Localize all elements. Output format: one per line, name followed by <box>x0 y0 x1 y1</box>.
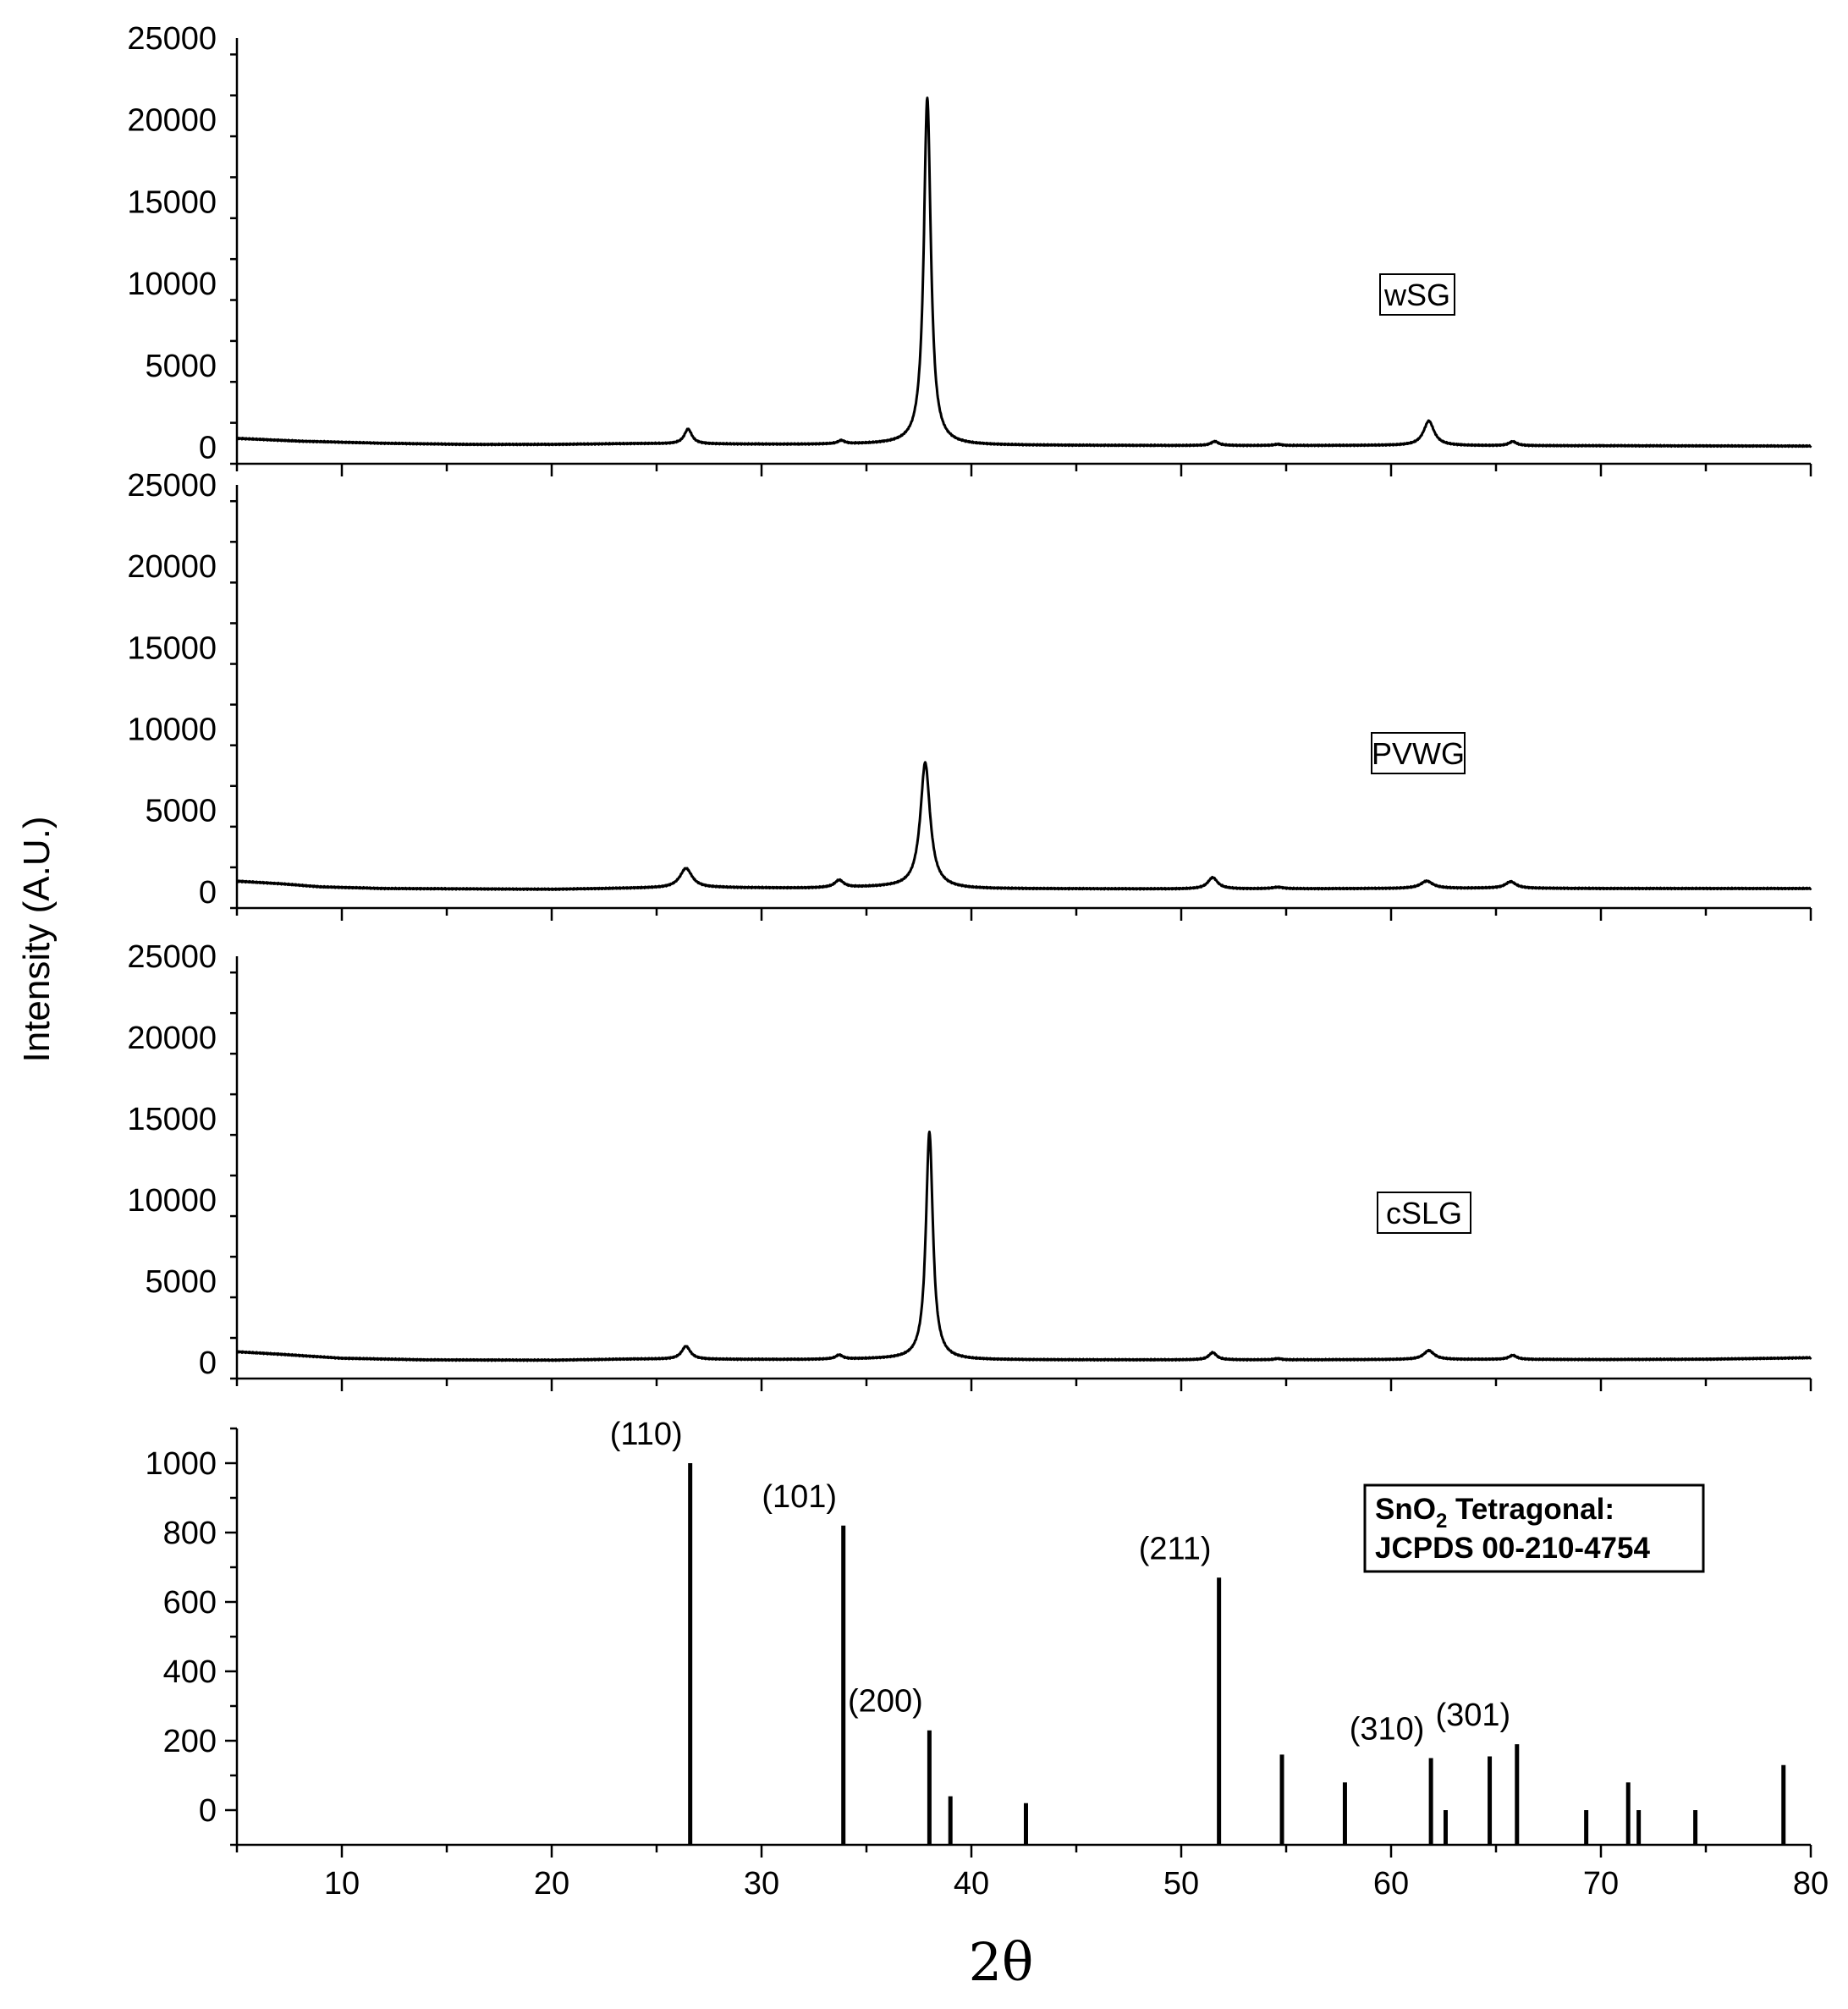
x-tick-label: 10 <box>324 1866 360 1902</box>
y-tick-label: 0 <box>199 875 217 911</box>
y-tick-label: 10000 <box>127 1183 217 1219</box>
series-line-wsg <box>236 96 1812 449</box>
y-tick-label: 25000 <box>127 939 217 975</box>
peak-label: (211) <box>1139 1531 1212 1566</box>
peak-label: (110) <box>610 1417 683 1452</box>
y-tick-label: 200 <box>163 1724 217 1759</box>
x-tick-label: 70 <box>1583 1866 1619 1902</box>
y-tick-label: 1000 <box>145 1446 217 1482</box>
y-tick-label: 0 <box>199 431 217 466</box>
y-tick-label: 600 <box>163 1585 217 1621</box>
y-tick-label: 5000 <box>145 794 217 829</box>
y-tick-label: 10000 <box>127 712 217 747</box>
y-tick-label: 400 <box>163 1654 217 1690</box>
series-label-cslg: cSLG <box>1386 1196 1462 1230</box>
y-tick-label: 5000 <box>145 1264 217 1300</box>
reference-label-line1: SnO2 Tetragonal: <box>1375 1493 1614 1533</box>
y-tick-label: 25000 <box>127 21 217 57</box>
reference-label-line2: JCPDS 00-210-4754 <box>1375 1532 1650 1565</box>
reference-label-box <box>1363 1483 1705 1573</box>
series-label-box <box>1377 1192 1471 1234</box>
y-tick-label: 0 <box>199 1346 217 1381</box>
y-tick-label: 0 <box>199 1793 217 1829</box>
x-tick-label: 50 <box>1163 1866 1199 1902</box>
y-tick-label: 25000 <box>127 468 217 504</box>
peak-label: (200) <box>848 1684 923 1720</box>
y-axis-label: Intensity (A.U.) <box>16 817 58 1063</box>
panel-4: 0 200 400 600 800 1000 10 20 30 40 50 60 70 80 (110) (1… <box>145 1417 1829 1902</box>
y-tick-label: 20000 <box>127 1021 217 1056</box>
peak-label: (310) <box>1350 1712 1425 1748</box>
panel-2: 0 5000 10000 15000 20000 25000 PVWG <box>127 468 1812 921</box>
peak-label: (101) <box>762 1479 837 1515</box>
y-tick-label: 15000 <box>127 630 217 666</box>
series-line-pvwg <box>236 761 1812 891</box>
x-tick-label: 20 <box>534 1866 569 1902</box>
series-label-box <box>1379 273 1455 316</box>
y-tick-label: 5000 <box>145 349 217 384</box>
y-tick-label: 20000 <box>127 549 217 585</box>
x-tick-label: 30 <box>744 1866 779 1902</box>
panel-1: 0 5000 10000 15000 20000 25000 wSG <box>127 21 1812 476</box>
x-tick-label: 60 <box>1373 1866 1409 1902</box>
series-label-wsg: wSG <box>1383 278 1450 312</box>
x-axis-label: 2θ <box>969 1931 1034 1993</box>
y-tick-label: 15000 <box>127 184 217 220</box>
x-tick-label: 40 <box>954 1866 989 1902</box>
chart-panels: 0500010000150002000025000wSG050001000015… <box>127 21 1829 1902</box>
x-tick-label: 80 <box>1793 1866 1829 1902</box>
y-tick-label: 10000 <box>127 267 217 302</box>
panel-3: 0 5000 10000 15000 20000 25000 cSLG <box>127 939 1812 1391</box>
series-label-box <box>1371 732 1466 774</box>
y-tick-label: 800 <box>163 1516 217 1551</box>
series-line-cslg <box>236 1131 1812 1362</box>
peak-label: (301) <box>1435 1698 1510 1733</box>
series-label-pvwg: PVWG <box>1372 736 1465 771</box>
y-tick-label: 20000 <box>127 103 217 139</box>
y-tick-label: 15000 <box>127 1102 217 1137</box>
